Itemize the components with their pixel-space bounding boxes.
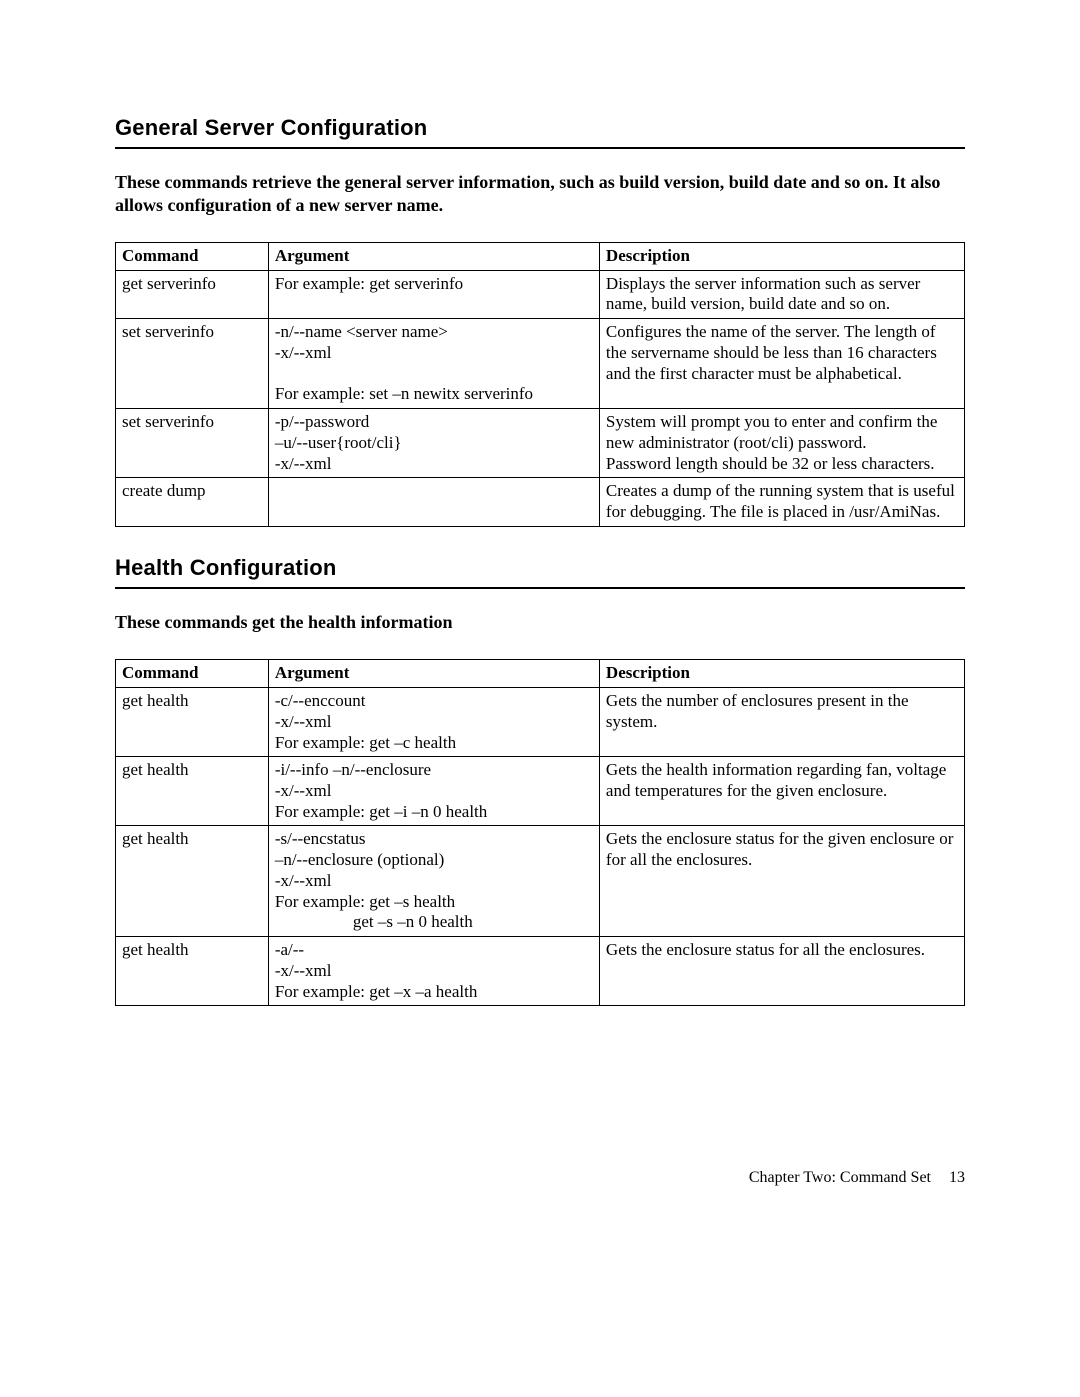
argument-line: -n/--name <server name> (275, 322, 593, 343)
argument-line: -x/--xml (275, 871, 593, 892)
section2-tbody: get health-c/--enccount-x/--xmlFor examp… (116, 688, 965, 1006)
argument-line: -s/--encstatus (275, 829, 593, 850)
section1-table: Command Argument Description get serveri… (115, 242, 965, 527)
table-row: create dump Creates a dump of the running… (116, 478, 965, 526)
section1-intro: These commands retrieve the general serv… (115, 171, 965, 216)
col-header-argument: Argument (268, 243, 599, 271)
section1-tbody: get serverinfo For example: get serverinf… (116, 270, 965, 526)
col-header-argument: Argument (268, 660, 599, 688)
cell-argument: -s/--encstatus–n/--enclosure (optional)-… (268, 826, 599, 937)
argument-line: -x/--xml (275, 712, 593, 733)
page-footer: Chapter Two: Command Set 13 (749, 1169, 965, 1187)
cell-description: Gets the enclosure status for all the en… (599, 937, 964, 1006)
cell-command: get health (116, 757, 269, 826)
section2-heading: Health Configuration (115, 555, 965, 581)
argument-line: –n/--enclosure (optional) (275, 850, 593, 871)
cell-description: Gets the number of enclosures present in… (599, 688, 964, 757)
argument-line: -p/--password (275, 412, 593, 433)
argument-line: For example: get –s health (275, 892, 593, 913)
table-row: set serverinfo-p/--password–u/--user{roo… (116, 409, 965, 478)
cell-command: get health (116, 937, 269, 1006)
cell-command: get health (116, 688, 269, 757)
cell-argument: -c/--enccount-x/--xmlFor example: get –c… (268, 688, 599, 757)
table-row: get health-a/---x/--xmlFor example: get … (116, 937, 965, 1006)
argument-blank-line (275, 364, 593, 385)
argument-line: -x/--xml (275, 961, 593, 982)
section1-heading: General Server Configuration (115, 115, 965, 141)
cell-description: Gets the health information regarding fa… (599, 757, 964, 826)
table-row: get health-s/--encstatus–n/--enclosure (… (116, 826, 965, 937)
table-header-row: Command Argument Description (116, 660, 965, 688)
argument-line: For example: get –i –n 0 health (275, 802, 593, 823)
cell-command: set serverinfo (116, 409, 269, 478)
cell-description: Displays the server information such as … (599, 270, 964, 318)
section2-intro: These commands get the health informatio… (115, 611, 965, 634)
cell-command: get serverinfo (116, 270, 269, 318)
argument-line: –u/--user{root/cli} (275, 433, 593, 454)
argument-line: get –s –n 0 health (275, 912, 593, 933)
cell-command: create dump (116, 478, 269, 526)
argument-line: -x/--xml (275, 454, 593, 475)
col-header-command: Command (116, 243, 269, 271)
table-row: get health-i/--info –n/--enclosure-x/--x… (116, 757, 965, 826)
cell-command: set serverinfo (116, 319, 269, 409)
argument-line: -i/--info –n/--enclosure (275, 760, 593, 781)
footer-chapter: Chapter Two: Command Set (749, 1169, 931, 1186)
section1-rule (115, 147, 965, 149)
cell-argument: -n/--name <server name>-x/--xml For exam… (268, 319, 599, 409)
table-header-row: Command Argument Description (116, 243, 965, 271)
cell-argument: -a/---x/--xmlFor example: get –x –a heal… (268, 937, 599, 1006)
footer-page-number: 13 (949, 1169, 965, 1186)
cell-description: Configures the name of the server. The l… (599, 319, 964, 409)
argument-line: -c/--enccount (275, 691, 593, 712)
argument-line: -x/--xml (275, 781, 593, 802)
argument-line: -a/-- (275, 940, 593, 961)
cell-description: Creates a dump of the running system tha… (599, 478, 964, 526)
cell-argument: -p/--password–u/--user{root/cli}-x/--xml (268, 409, 599, 478)
table-row: get serverinfo For example: get serverinf… (116, 270, 965, 318)
section2-table: Command Argument Description get health-… (115, 659, 965, 1006)
col-header-command: Command (116, 660, 269, 688)
cell-argument (268, 478, 599, 526)
cell-description: System will prompt you to enter and conf… (599, 409, 964, 478)
document-page: General Server Configuration These comma… (0, 0, 1080, 1397)
table-row: get health-c/--enccount-x/--xmlFor examp… (116, 688, 965, 757)
argument-line: For example: set –n newitx serverinfo (275, 384, 593, 405)
cell-argument: -i/--info –n/--enclosure-x/--xmlFor exam… (268, 757, 599, 826)
cell-argument: For example: get serverinfo (268, 270, 599, 318)
table-row: set serverinfo-n/--name <server name>-x/… (116, 319, 965, 409)
col-header-description: Description (599, 660, 964, 688)
cell-description: Gets the enclosure status for the given … (599, 826, 964, 937)
argument-line: For example: get –x –a health (275, 982, 593, 1003)
cell-command: get health (116, 826, 269, 937)
argument-line: -x/--xml (275, 343, 593, 364)
section2-rule (115, 587, 965, 589)
argument-line: For example: get –c health (275, 733, 593, 754)
col-header-description: Description (599, 243, 964, 271)
argument-line: For example: get serverinfo (275, 274, 593, 295)
